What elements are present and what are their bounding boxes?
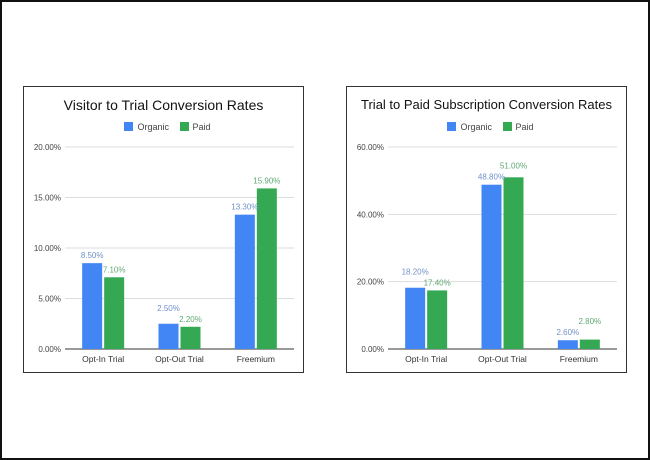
bar-organic: [481, 184, 502, 349]
bar-paid: [579, 339, 600, 349]
y-tick-label: 60.00%: [357, 143, 384, 152]
bar-paid: [256, 188, 277, 349]
chart-plot: 0.00% 20.00% 40.00% 60.00% Opt-In Trial 18.20…: [357, 143, 617, 364]
chart-title: Trial to Paid Subscription Conversion Ra…: [361, 97, 612, 112]
chart-legend: Organic Paid: [24, 121, 303, 132]
data-label-paid: 2.20%: [179, 315, 202, 324]
y-tick-label: 5.00%: [38, 295, 61, 304]
bar-paid: [427, 290, 448, 349]
chart-plot: 0.00% 5.00% 10.00% 15.00% 20.00% Opt-In Trial…: [34, 143, 294, 364]
y-tick-label: 0.00%: [38, 345, 61, 354]
bar-organic: [405, 287, 426, 349]
legend-swatch-paid: [179, 122, 189, 132]
x-tick-label: Freemium: [237, 354, 275, 364]
data-label-organic: 13.30%: [231, 203, 258, 212]
x-tick-label: Opt-Out Trial: [155, 354, 204, 364]
bar-paid: [180, 326, 201, 349]
x-tick-label: Opt-In Trial: [405, 354, 447, 364]
chart-trial-to-paid: Trial to Paid Subscription Conversion Ra…: [346, 86, 627, 373]
x-tick-label: Opt-Out Trial: [478, 354, 527, 364]
data-label-paid: 17.40%: [424, 278, 451, 287]
chart-title: Visitor to Trial Conversion Rates: [63, 97, 264, 113]
bar-organic: [158, 323, 179, 349]
x-tick-label: Freemium: [560, 354, 598, 364]
data-label-organic: 48.80%: [478, 173, 505, 182]
data-label-organic: 2.50%: [157, 304, 180, 313]
legend-swatch-paid: [502, 122, 512, 132]
bar-paid: [104, 277, 125, 349]
y-tick-label: 0.00%: [361, 345, 384, 354]
bar-organic: [234, 214, 255, 349]
legend-label-organic: Organic: [137, 121, 169, 132]
y-tick-label: 40.00%: [357, 210, 384, 219]
chart-legend: Organic Paid: [347, 121, 626, 132]
data-label-paid: 7.10%: [103, 265, 126, 274]
chart-visitor-to-trial: Visitor to Trial Conversion Rates Organi…: [23, 86, 304, 373]
bar-organic: [82, 263, 103, 349]
legend-swatch-organic: [447, 122, 457, 132]
bar-paid: [503, 177, 524, 349]
y-tick-label: 20.00%: [357, 278, 384, 287]
legend-swatch-organic: [124, 122, 134, 132]
data-label-paid: 15.90%: [253, 176, 280, 185]
y-tick-label: 10.00%: [34, 244, 61, 253]
bar-organic: [557, 340, 578, 349]
legend-label-paid: Paid: [192, 121, 211, 132]
data-label-organic: 2.60%: [556, 328, 579, 337]
data-label-paid: 2.80%: [578, 317, 601, 326]
y-tick-label: 20.00%: [34, 143, 61, 152]
legend-label-paid: Paid: [515, 121, 534, 132]
data-label-organic: 18.20%: [402, 267, 429, 276]
legend-label-organic: Organic: [460, 121, 492, 132]
x-tick-label: Opt-In Trial: [82, 354, 124, 364]
y-tick-label: 15.00%: [34, 194, 61, 203]
data-label-organic: 8.50%: [81, 251, 104, 260]
data-label-paid: 51.00%: [500, 162, 527, 171]
